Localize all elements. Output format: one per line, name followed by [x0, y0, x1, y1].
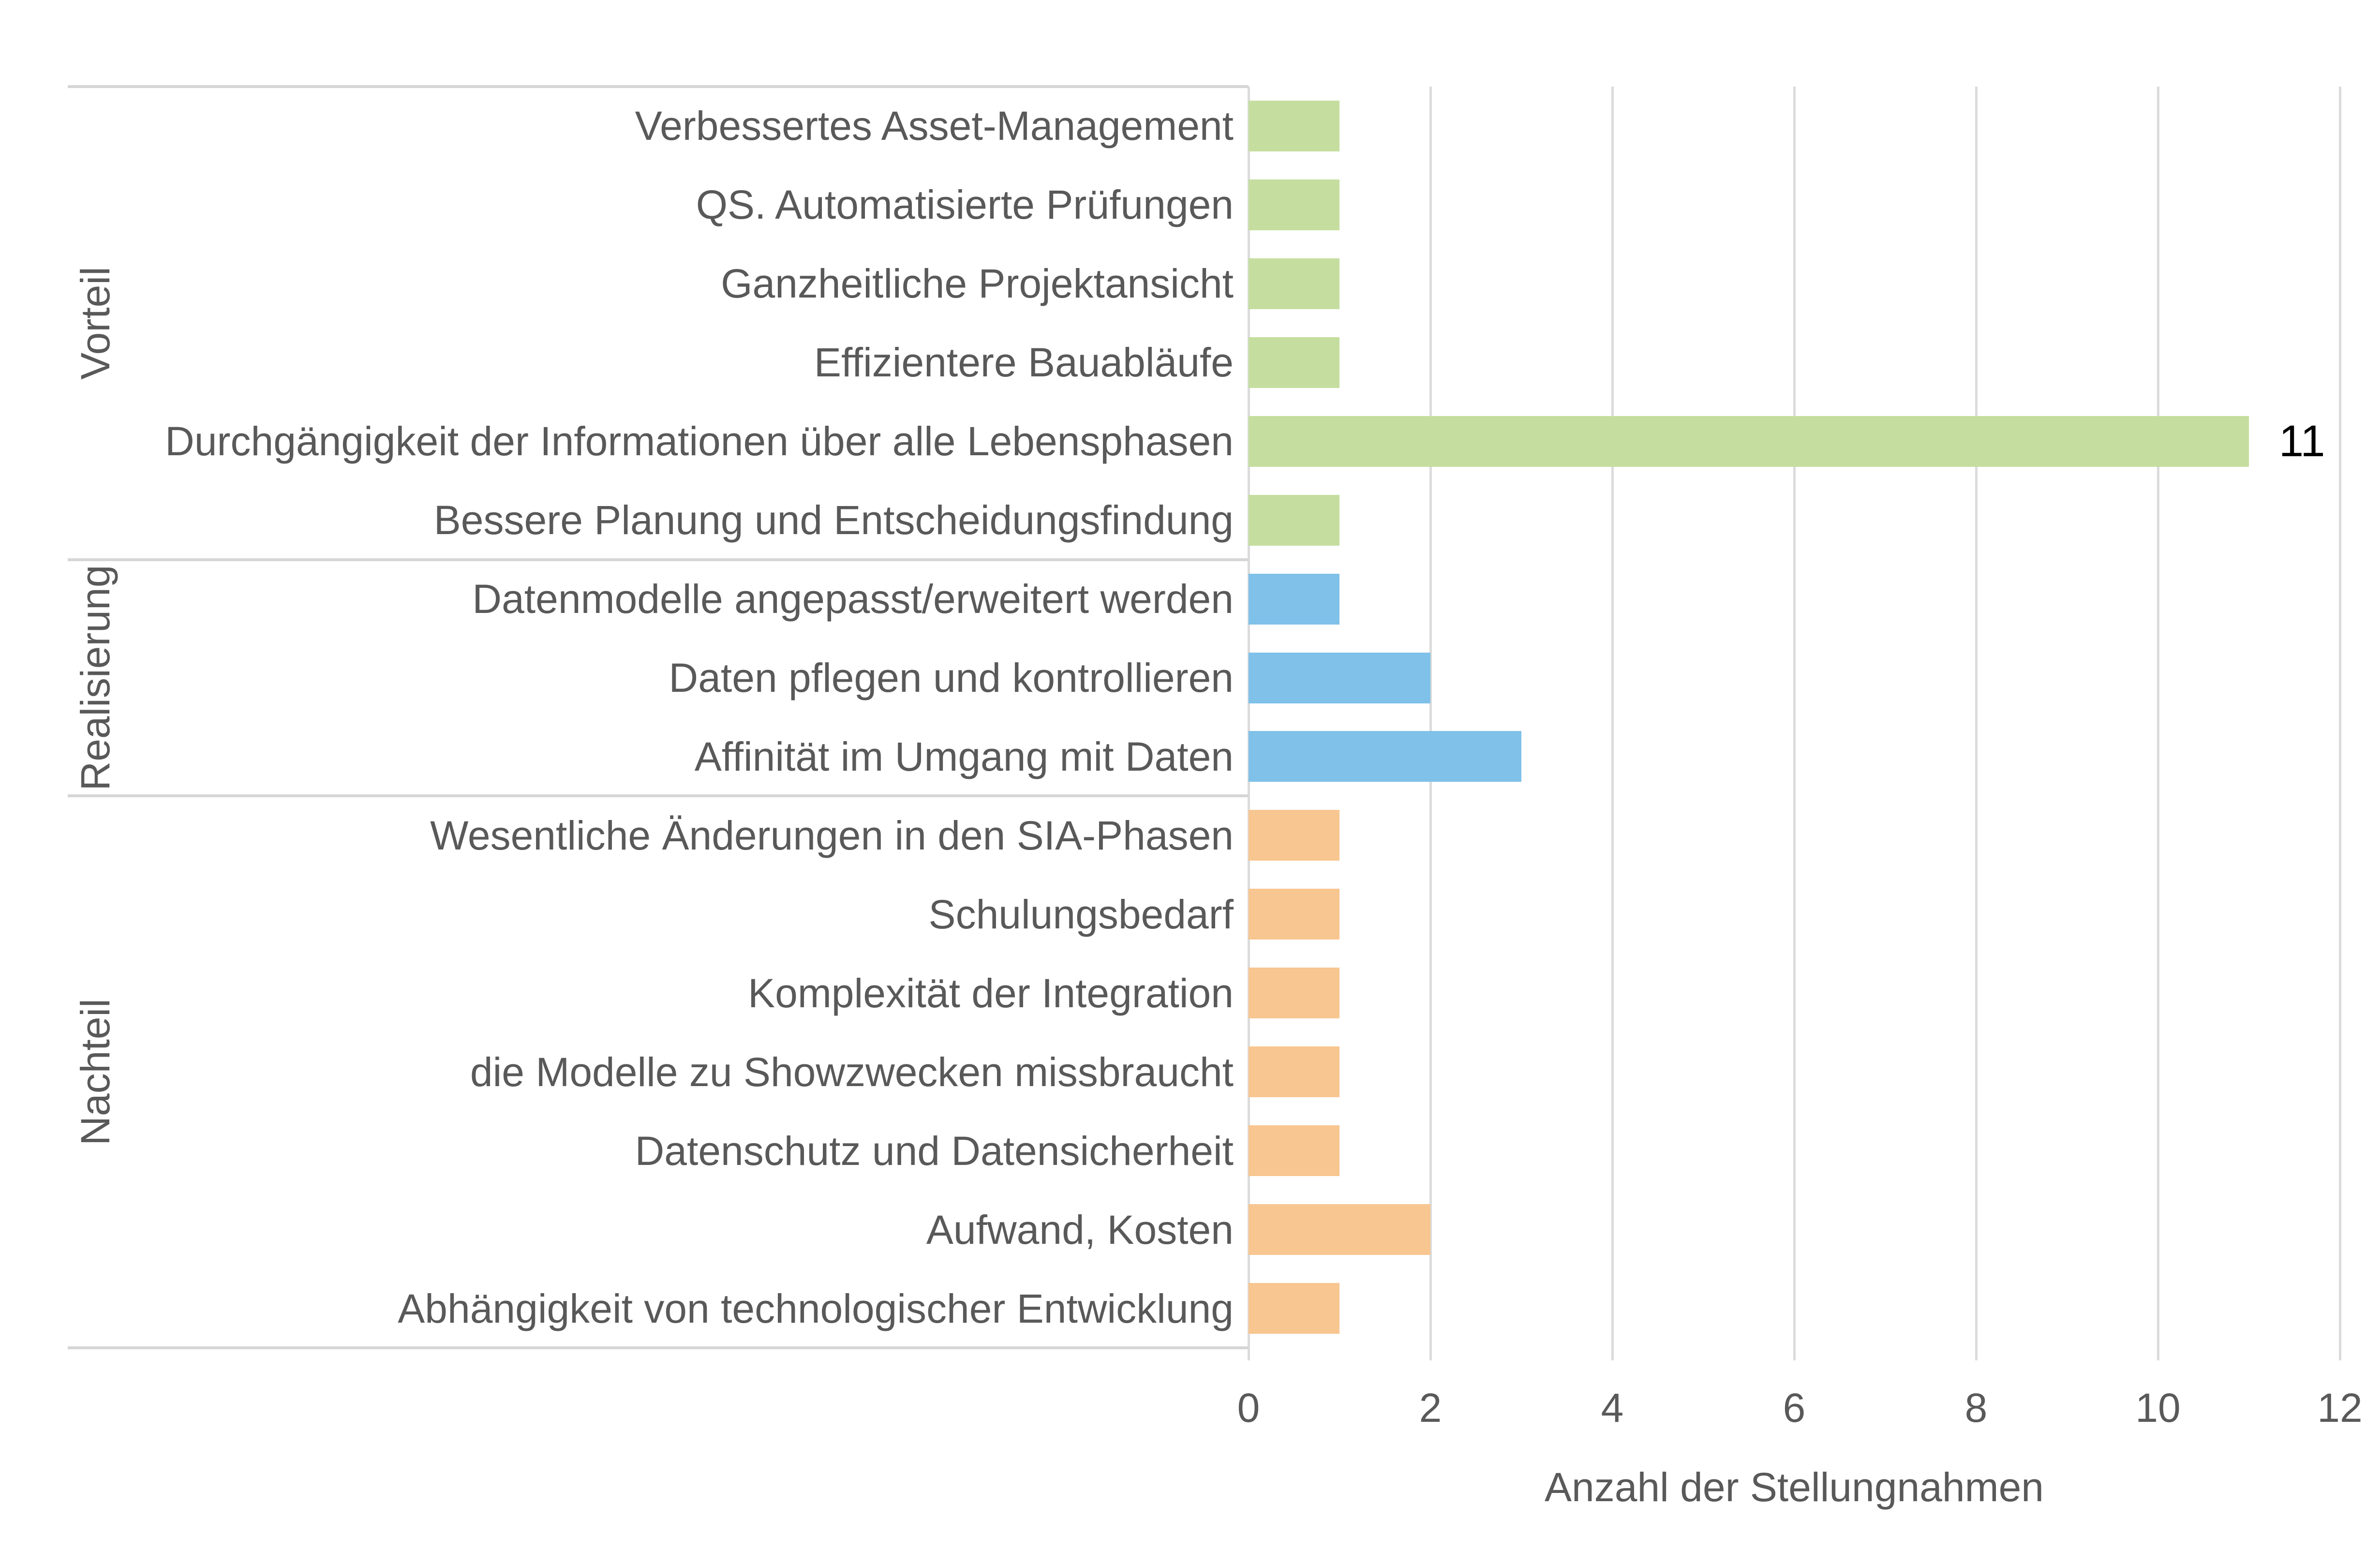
bar-nachteil [1249, 1283, 1339, 1334]
x-axis-title: Anzahl der Stellungnahmen [1544, 1464, 2044, 1510]
axis-bottom-line [68, 1346, 1249, 1349]
bar-nachteil [1249, 1046, 1339, 1098]
x-tick-label: 6 [1783, 1385, 1806, 1431]
category-label: Wesentliche Änderungen in den SIA-Phasen [430, 812, 1234, 858]
group-label-vorteil: Vorteil [73, 267, 118, 380]
category-label: Datenschutz und Datensicherheit [635, 1128, 1234, 1174]
bar-vorteil [1249, 100, 1339, 151]
bar-nachteil [1249, 1125, 1339, 1177]
bar-value-label: 11 [2279, 417, 2325, 466]
category-label: Datenmodelle angepasst/erweitert werden [472, 576, 1234, 622]
category-label: Abhängigkeit von technologischer Entwick… [398, 1285, 1234, 1331]
x-tick-label: 12 [2317, 1385, 2363, 1431]
gridline-x-2 [1429, 87, 1432, 1360]
bar-vorteil [1249, 258, 1339, 309]
group-separator-line [68, 794, 1249, 798]
bar-vorteil [1249, 337, 1339, 388]
bar-vorteil [1249, 179, 1339, 230]
axis-top-line [68, 85, 1249, 88]
category-label: Aufwand, Kosten [926, 1207, 1234, 1253]
bar-nachteil [1249, 1204, 1430, 1255]
category-label: Schulungsbedarf [928, 891, 1234, 937]
category-label: Ganzheitliche Projektansicht [721, 261, 1234, 307]
group-label-nachteil: Nachteil [73, 998, 118, 1146]
category-label: Effizientere Bauabläufe [814, 340, 1234, 386]
bar-vorteil [1249, 416, 2249, 467]
x-tick-label: 2 [1419, 1385, 1442, 1431]
category-label: Daten pflegen und kontrollieren [669, 655, 1234, 701]
category-label: Verbessertes Asset-Management [635, 103, 1234, 149]
bar-realisierung [1249, 573, 1339, 625]
gridline-x-6 [1793, 87, 1796, 1360]
x-tick-label: 0 [1237, 1385, 1260, 1431]
bar-nachteil [1249, 810, 1339, 861]
gridline-x-12 [2339, 87, 2341, 1360]
category-label: Komplexität der Integration [748, 970, 1234, 1016]
bar-realisierung [1249, 731, 1521, 782]
gridline-x-4 [1611, 87, 1614, 1360]
bar-realisierung [1249, 652, 1430, 703]
category-label: Durchgängigkeit der Informationen über a… [165, 418, 1234, 464]
bar-nachteil [1249, 889, 1339, 940]
bar-vorteil [1249, 494, 1339, 546]
gridline-x-8 [1975, 87, 1978, 1360]
gridline-x-0 [1248, 87, 1250, 1360]
x-tick-label: 10 [2135, 1385, 2181, 1431]
gridline-x-10 [2157, 87, 2159, 1360]
x-tick-label: 4 [1601, 1385, 1624, 1431]
category-label: Bessere Planung und Entscheidungsfindung [433, 497, 1234, 543]
group-label-realisierung: Realisierung [73, 565, 118, 791]
bar-nachteil [1249, 968, 1339, 1019]
group-separator-line [68, 558, 1249, 561]
category-label: QS. Automatisierte Prüfungen [696, 182, 1234, 228]
category-label: Affinität im Umgang mit Daten [694, 733, 1234, 779]
category-label: die Modelle zu Showzwecken missbraucht [470, 1049, 1234, 1095]
x-tick-label: 8 [1964, 1385, 1988, 1431]
